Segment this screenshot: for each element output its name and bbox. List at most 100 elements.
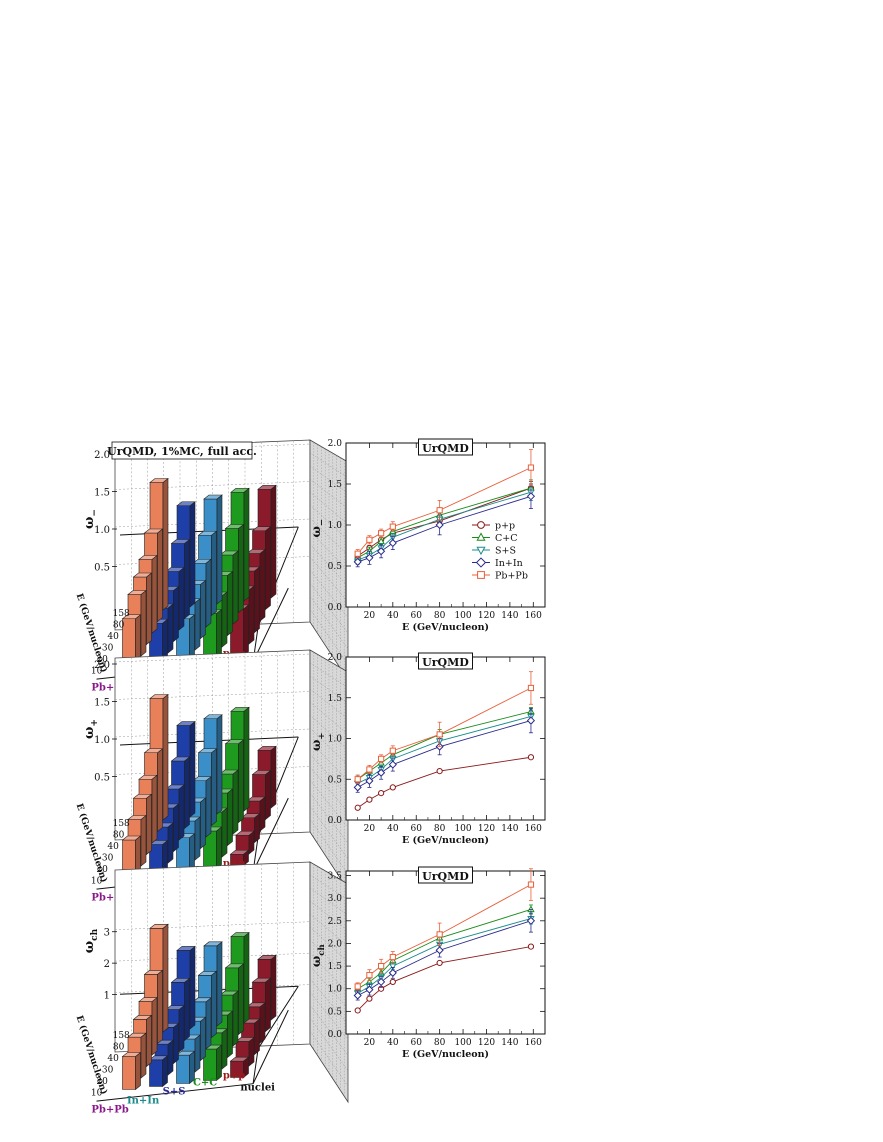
bar-side <box>238 739 244 824</box>
bar-side <box>167 1039 174 1076</box>
marker-square <box>366 972 373 979</box>
legend-label: Pb+Pb <box>495 571 528 582</box>
bar-side <box>216 608 222 660</box>
title-text: UrQMD <box>422 870 469 883</box>
side-wall <box>309 439 349 682</box>
bar-top <box>203 494 223 500</box>
line-chart: 20 40 60 80 100 120 140 160 E (GeV/nucleon) 0.0 0.… <box>309 438 546 633</box>
grid-line <box>309 556 349 603</box>
marker-triangle-down <box>476 546 486 556</box>
marker-square <box>389 523 396 530</box>
bar-side <box>265 526 271 611</box>
bar-side <box>167 603 174 654</box>
energy-tick-label: 40 <box>107 632 119 642</box>
marker-square <box>366 536 373 543</box>
x-axis: 20 40 60 80 100 120 140 160 E (GeV/nucleon) <box>357 443 542 633</box>
series-group <box>353 671 536 811</box>
bar-side <box>232 990 239 1047</box>
bar-side <box>227 1010 233 1059</box>
bar-top <box>138 555 158 560</box>
marker-circle <box>527 754 535 761</box>
bar-top <box>251 977 272 983</box>
z-axis-label-sub: ch <box>90 928 100 940</box>
x-tick-label: 140 <box>501 1038 518 1048</box>
bar-side <box>265 977 271 1033</box>
bar-side <box>216 941 223 1027</box>
x-tick-label: 40 <box>387 824 399 834</box>
bar-top <box>138 774 158 780</box>
marker-square <box>366 766 373 773</box>
bar-side <box>184 538 190 620</box>
bar-side <box>211 970 217 1039</box>
system-label: p+p <box>223 1071 245 1082</box>
bar-top <box>143 528 164 534</box>
bar-top <box>165 784 185 790</box>
series <box>353 909 536 1001</box>
bar <box>121 1051 142 1091</box>
bar-side <box>200 797 206 850</box>
bar-top <box>230 932 250 937</box>
bar-side <box>254 813 260 844</box>
x-tick-label: 80 <box>434 1038 446 1048</box>
z-axis-label: ωch <box>82 928 100 953</box>
bar-side <box>216 826 222 870</box>
bar-top <box>175 1050 196 1056</box>
x-axis: 20 40 60 80 100 120 140 160 E (GeV/nucleon) <box>357 657 542 846</box>
z-tick-label: 1.5 <box>94 698 110 709</box>
bar-top <box>197 970 218 976</box>
bar-top <box>165 567 185 572</box>
bar-side <box>151 774 158 844</box>
x-tick-label: 120 <box>478 824 495 834</box>
x-tick-label: 40 <box>387 611 399 621</box>
marker-diamond <box>365 776 374 785</box>
x-tick-label: 140 <box>501 824 518 834</box>
z-tick-label: 2 <box>104 959 110 970</box>
bar-top <box>138 997 158 1002</box>
z-tick-label: 1.5 <box>94 488 110 499</box>
bar-top <box>132 1015 153 1020</box>
marker-diamond <box>435 520 444 530</box>
marker-diamond <box>475 557 487 568</box>
grid-line <box>309 1030 349 1087</box>
series <box>354 868 535 991</box>
bar-top <box>224 739 245 745</box>
bar-top <box>176 946 196 951</box>
z-tick-label: 2.0 <box>94 660 110 671</box>
grid-line <box>114 691 311 700</box>
bar-top <box>257 745 277 751</box>
energy-tick-label: 158 <box>113 609 130 619</box>
grid-line <box>309 818 349 875</box>
series <box>354 449 535 559</box>
bar-top <box>132 572 153 578</box>
bar-top <box>127 590 147 595</box>
bar-top <box>176 721 196 726</box>
bars <box>121 693 277 879</box>
y-tick-label: 1.5 <box>328 480 343 490</box>
marker-circle <box>436 959 443 967</box>
system-label: Pb+Pb <box>91 893 128 904</box>
bar-side <box>227 570 233 637</box>
grid-line <box>309 913 349 947</box>
bar-side <box>146 572 152 646</box>
bar <box>121 614 142 669</box>
grid-line <box>309 766 349 813</box>
x-tick-label: 60 <box>411 611 423 621</box>
bar-side <box>270 745 277 809</box>
grid-line <box>309 504 349 541</box>
marker-circle <box>354 1007 361 1014</box>
energy-tick-label: 10 <box>91 876 103 886</box>
bar-top <box>257 955 277 960</box>
bar-side <box>157 748 163 833</box>
x-tick-label: 120 <box>478 611 495 621</box>
marker-circle <box>436 768 443 775</box>
bar-top <box>230 487 250 493</box>
marker-square <box>527 464 535 471</box>
frame-line <box>252 1048 259 1084</box>
x-tick-label: 60 <box>411 1038 423 1048</box>
bar-side <box>265 769 271 821</box>
marker-circle <box>477 521 485 529</box>
bar-top <box>176 501 196 507</box>
y-tick-label: 3.5 <box>328 872 343 882</box>
bar-top <box>240 813 261 819</box>
bar-side <box>238 963 244 1036</box>
